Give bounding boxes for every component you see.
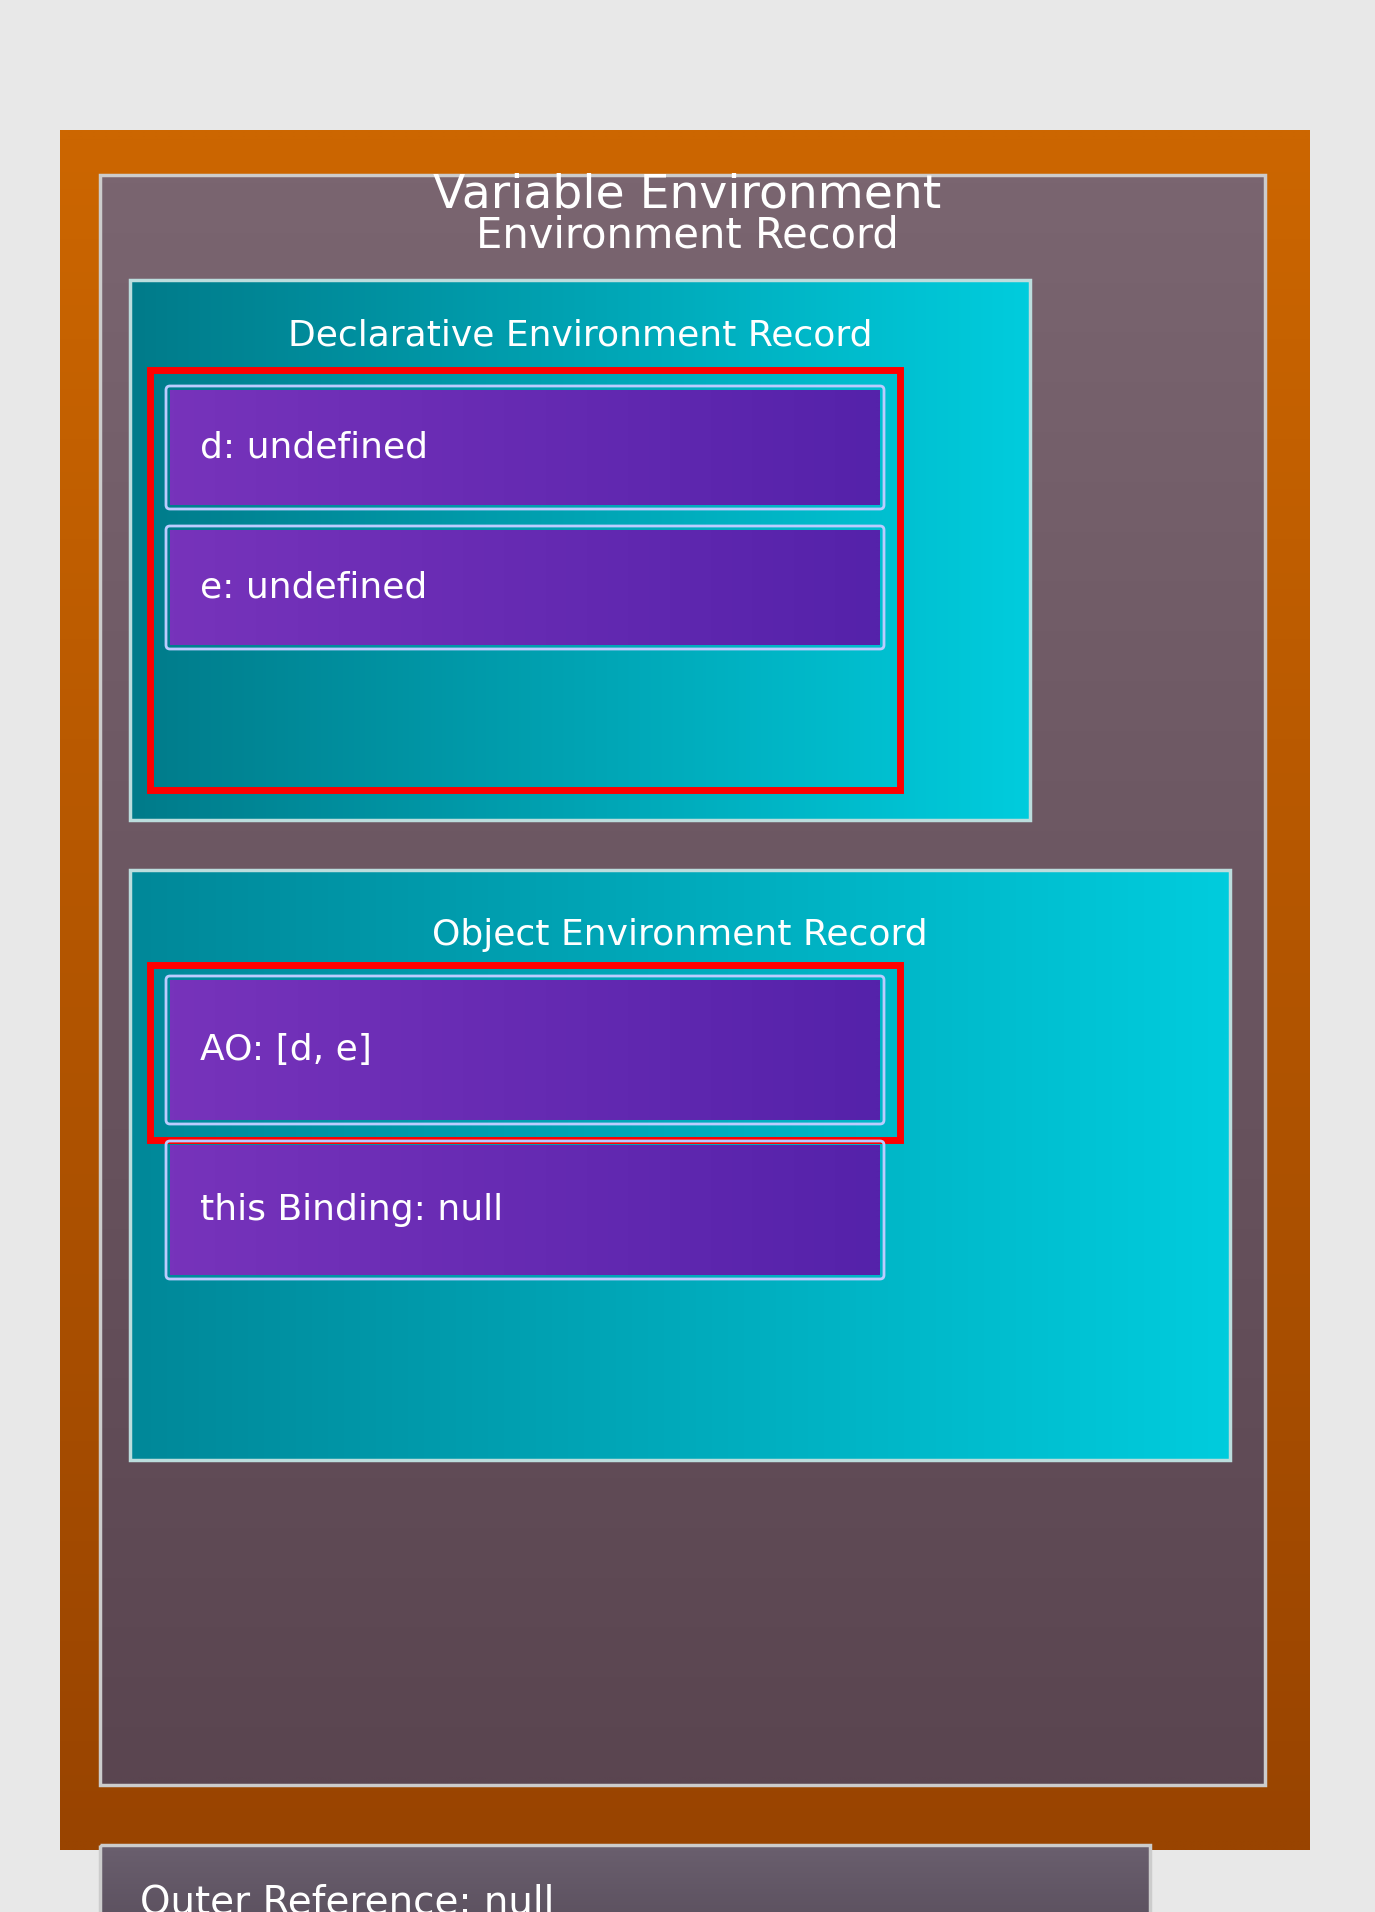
Text: e: undefined: e: undefined [199,570,428,604]
Text: Declarative Environment Record: Declarative Environment Record [287,317,872,352]
Text: Object Environment Record: Object Environment Record [432,918,928,952]
Text: this Binding: null: this Binding: null [199,1193,503,1228]
Text: Environment Record: Environment Record [476,214,899,256]
Text: Variable Environment: Variable Environment [433,172,942,218]
Text: Outer Reference: null: Outer Reference: null [140,1883,554,1912]
Text: AO: [d, e]: AO: [d, e] [199,1032,371,1067]
Text: d: undefined: d: undefined [199,430,428,465]
